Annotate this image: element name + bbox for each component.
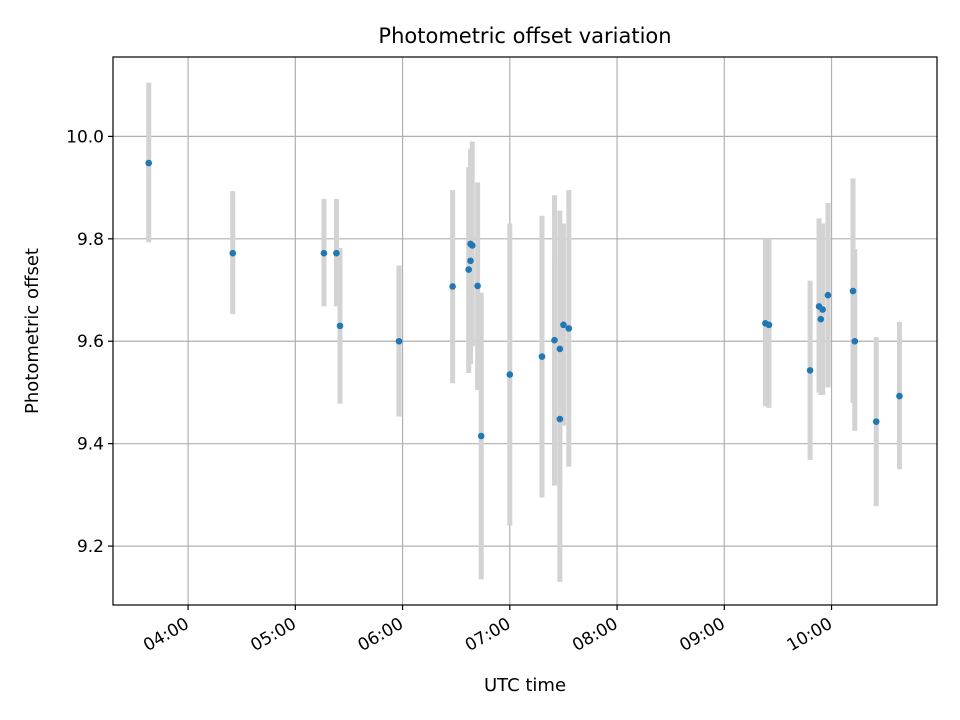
- data-points: [145, 159, 903, 440]
- plot-area: [113, 57, 937, 605]
- data-point: [560, 321, 567, 329]
- data-point: [556, 415, 564, 423]
- data-point: [477, 432, 485, 440]
- data-point: [849, 287, 857, 295]
- data-point: [872, 418, 880, 425]
- data-point: [817, 315, 825, 323]
- y-tick-label: 9.6: [77, 332, 104, 352]
- x-axis-label: UTC time: [484, 675, 566, 696]
- data-point: [819, 306, 826, 313]
- data-point: [538, 353, 546, 360]
- data-point: [565, 325, 573, 332]
- y-tick-label: 9.8: [77, 230, 104, 250]
- data-point: [449, 283, 456, 290]
- y-tick-label: 10.0: [66, 127, 104, 147]
- data-point: [468, 242, 476, 249]
- data-point: [474, 282, 481, 290]
- data-point: [467, 257, 474, 265]
- data-point: [465, 266, 472, 273]
- data-point: [333, 249, 340, 257]
- plot-frame: [112, 56, 938, 606]
- y-axis-label: Photometric offset: [22, 248, 43, 414]
- data-point: [556, 345, 564, 353]
- y-tick-label: 9.2: [77, 537, 104, 557]
- data-point: [395, 337, 403, 345]
- data-point: [765, 321, 773, 329]
- data-point: [506, 371, 514, 378]
- y-tick-label: 9.4: [77, 435, 104, 455]
- data-point: [851, 337, 859, 345]
- data-point: [806, 367, 814, 374]
- data-point: [824, 291, 832, 299]
- data-point: [336, 322, 344, 330]
- data-point: [320, 249, 328, 257]
- grid: [113, 57, 937, 605]
- data-point: [551, 336, 558, 344]
- chart-title: Photometric offset variation: [378, 24, 671, 48]
- data-point: [896, 392, 903, 400]
- data-point: [229, 249, 237, 257]
- data-point: [145, 159, 153, 167]
